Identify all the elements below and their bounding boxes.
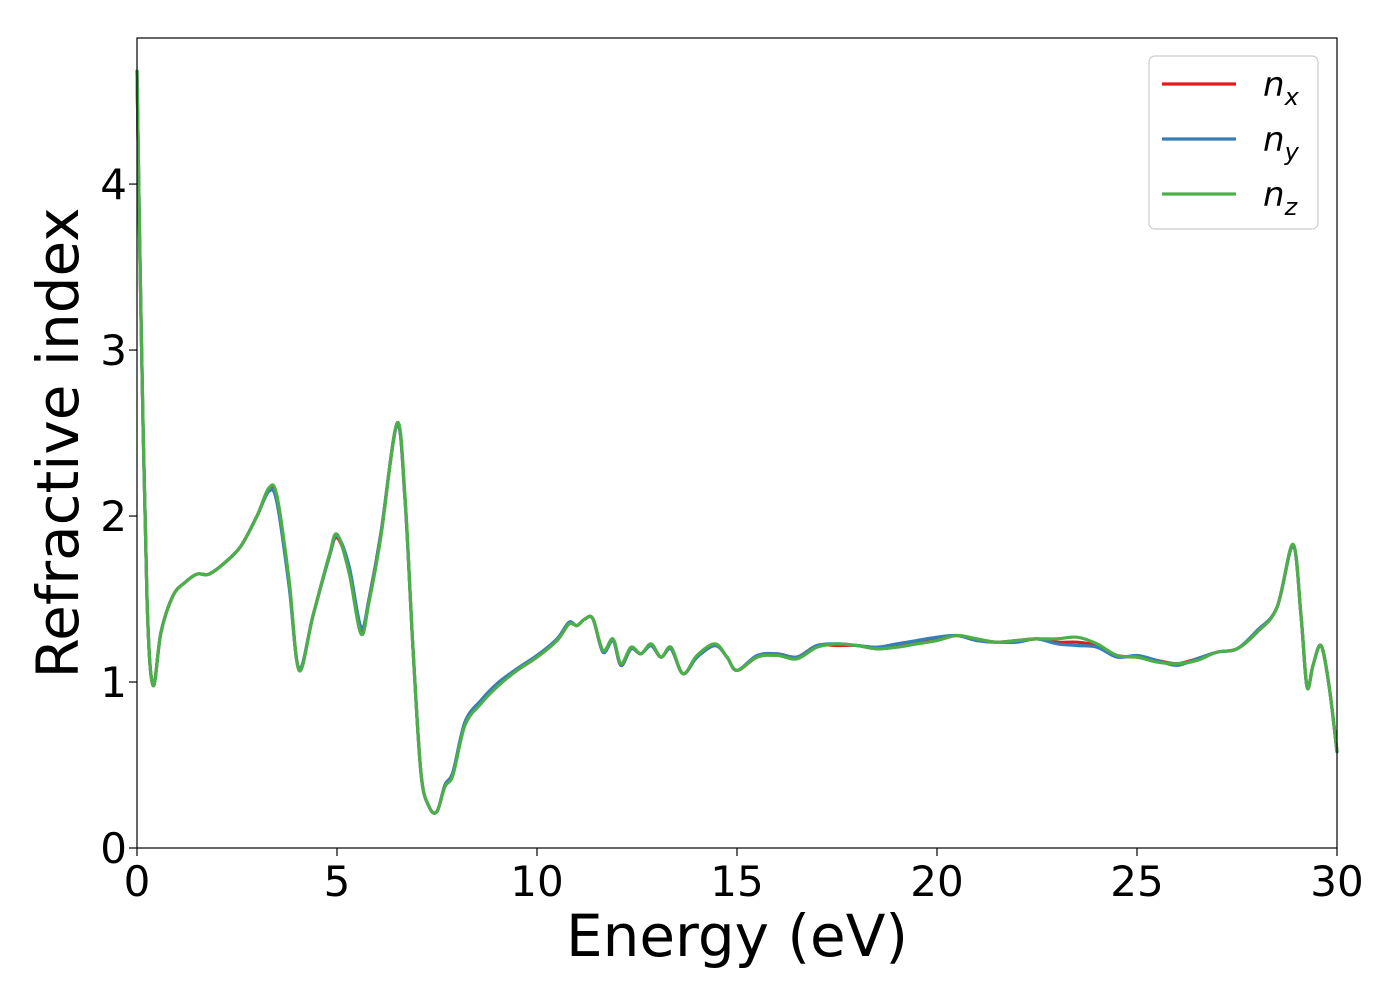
y-tick-label: 1 bbox=[100, 658, 127, 707]
y-tick-label: 2 bbox=[100, 492, 127, 541]
x-tick-label: 20 bbox=[910, 857, 963, 906]
x-tick-label: 0 bbox=[124, 857, 151, 906]
y-tick-label: 4 bbox=[100, 160, 127, 209]
y-axis: 0 1 2 3 4 bbox=[100, 160, 137, 873]
series-line-z bbox=[135, 69, 1339, 815]
x-axis: 0 5 10 15 20 25 30 bbox=[124, 848, 1364, 906]
plot-background bbox=[137, 38, 1337, 848]
y-tick-label: 3 bbox=[100, 326, 127, 375]
legend-box bbox=[1148, 55, 1319, 230]
x-axis-title: Energy (eV) bbox=[566, 902, 908, 970]
x-tick-label: 15 bbox=[710, 857, 763, 906]
y-axis-title: Refractive index bbox=[24, 207, 92, 678]
y-tick-label: 0 bbox=[100, 824, 127, 873]
x-tick-label: 30 bbox=[1310, 857, 1363, 906]
series-layer bbox=[135, 69, 1339, 815]
x-tick-label: 5 bbox=[324, 857, 351, 906]
x-tick-label: 25 bbox=[1110, 857, 1163, 906]
x-tick-label: 10 bbox=[510, 857, 563, 906]
